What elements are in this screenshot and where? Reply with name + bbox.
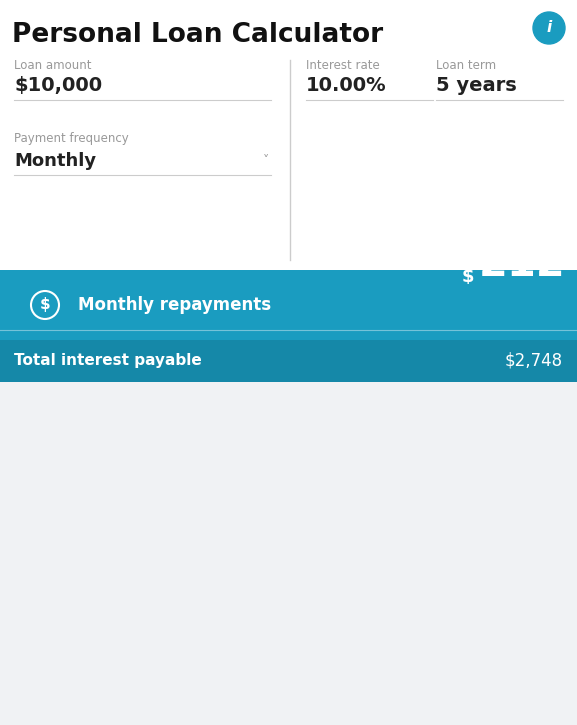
Text: ˅: ˅ — [263, 154, 269, 167]
Text: $: $ — [40, 297, 50, 312]
Text: Monthly repayments: Monthly repayments — [78, 296, 271, 314]
Text: $: $ — [462, 268, 474, 286]
X-axis label: Years: Years — [298, 642, 344, 658]
Text: 212: 212 — [479, 243, 565, 285]
Text: $2,748: $2,748 — [504, 352, 563, 370]
Text: 10.00%: 10.00% — [306, 76, 387, 95]
Text: Personal Loan Calculator: Personal Loan Calculator — [12, 22, 383, 48]
Text: Total interest payable: Total interest payable — [14, 354, 202, 368]
Text: Monthly: Monthly — [14, 152, 96, 170]
Text: Loan amount: Loan amount — [14, 59, 92, 72]
Text: $10,000: $10,000 — [14, 76, 103, 95]
Y-axis label: Amount owing ($): Amount owing ($) — [27, 429, 40, 555]
Legend: Total, Principal: Total, Principal — [400, 316, 555, 330]
Text: i: i — [546, 20, 552, 36]
Text: 5 years: 5 years — [436, 76, 516, 95]
Text: Interest rate: Interest rate — [306, 59, 380, 72]
Text: Loan term: Loan term — [436, 59, 496, 72]
Text: Payment frequency: Payment frequency — [14, 132, 129, 145]
